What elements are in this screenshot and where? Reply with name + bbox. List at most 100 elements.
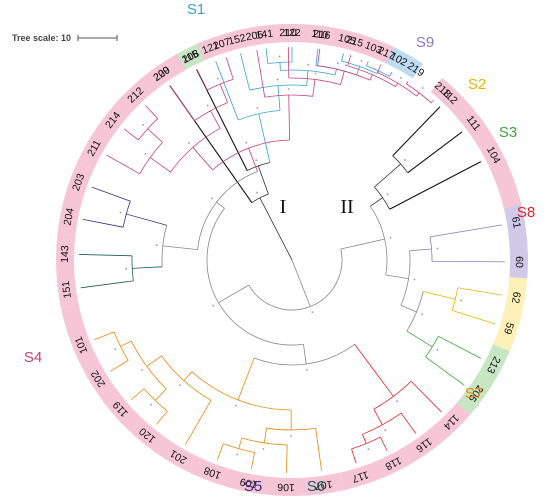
branch-38-1 [147, 128, 163, 143]
branch-arc-24 [191, 371, 292, 411]
branch-33-1 [126, 213, 167, 226]
bootstrap-mark-43 [314, 72, 317, 75]
branch-arc-37 [170, 127, 221, 173]
bootstrap-mark-24 [234, 404, 237, 407]
branch-17-1 [452, 310, 496, 325]
bootstrap-mark-29 [141, 369, 143, 371]
bootstrap-mark-3 [256, 106, 259, 109]
tree-scale-label: Tree scale: 10 [12, 33, 71, 43]
branch-23-0 [379, 437, 388, 451]
bootstrap-mark-20 [306, 369, 308, 371]
branch-24-1 [183, 371, 193, 381]
branch-39-0 [123, 128, 139, 141]
branch-46-0 [377, 66, 381, 73]
bootstrap-mark-14 [413, 278, 416, 281]
leaf-label-106: 106 [277, 481, 295, 493]
band-s4 [77, 23, 394, 170]
leaf-label-151: 151 [60, 280, 74, 299]
bootstrap-mark-5 [307, 63, 310, 66]
branch-arc-5 [280, 69, 336, 76]
branch-26-0 [286, 444, 288, 473]
branch-0-0 [259, 197, 293, 261]
clade-label-s7: S7 [465, 385, 483, 402]
bootstrap-values [114, 55, 463, 456]
branch-42-0 [256, 49, 266, 98]
leaf-label-103: 103 [363, 39, 384, 57]
branch-arc-26 [241, 437, 288, 446]
branch-35-0 [82, 218, 124, 228]
bootstrap-mark-35 [119, 211, 122, 214]
branch-19-1 [216, 201, 225, 209]
clade-label-s9: S9 [416, 34, 434, 51]
branch-10-1 [218, 284, 249, 304]
band-s9 [503, 204, 528, 279]
branch-16-1 [406, 330, 433, 348]
branch-22-1 [362, 434, 367, 444]
leaf-label-60: 60 [513, 256, 525, 268]
clade-label-s1: S1 [187, 1, 205, 18]
bootstrap-mark-44 [344, 64, 347, 67]
branch-30-1 [130, 388, 145, 401]
branch-36-0 [192, 147, 213, 171]
leaf-label-117: 117 [350, 468, 370, 485]
branch-9-0 [366, 61, 369, 66]
branch-arc-3 [238, 110, 281, 121]
branch-44-0 [317, 48, 321, 66]
branch-43-0 [287, 47, 290, 79]
leaf-label-143: 143 [59, 245, 71, 263]
branch-27-0 [250, 452, 255, 470]
branch-4-0 [240, 53, 251, 91]
band-extra-0 [176, 43, 205, 70]
band-s2 [493, 277, 528, 352]
branch-28-0 [185, 400, 212, 445]
branch-27-1 [217, 443, 224, 460]
branch-16-0 [423, 291, 456, 300]
bootstrap-mark-27 [236, 453, 239, 456]
branch-34-0 [80, 280, 134, 289]
branch-arc-11 [369, 205, 388, 276]
branch-13-1 [407, 131, 463, 174]
branch-25-1 [263, 428, 267, 443]
clade-label-s5: S5 [244, 478, 262, 495]
branch-7-1 [356, 66, 360, 76]
branch-arc-6 [267, 61, 293, 64]
branch-35-1 [91, 186, 131, 202]
branch-9-1 [389, 71, 393, 77]
bootstrap-mark-2 [255, 159, 258, 162]
branch-10-0 [340, 238, 385, 250]
leaf-label-216: 216 [312, 28, 331, 42]
branch-44-1 [369, 74, 373, 81]
leaf-label-210: 210 [279, 27, 297, 39]
bootstrap-mark-19 [212, 304, 215, 307]
branch-arc-38 [139, 142, 163, 175]
branch-45-1 [395, 82, 399, 87]
bootstrap-mark-16 [421, 313, 424, 316]
bootstrap-mark-37 [187, 142, 190, 144]
branch-15-1 [431, 260, 505, 263]
branch-23-1 [351, 448, 357, 464]
bootstrap-mark-1 [256, 191, 258, 194]
branch-20-1 [237, 357, 255, 401]
branch-arc-2 [247, 162, 270, 171]
branch-22-0 [400, 412, 417, 434]
band-s5 [57, 162, 94, 236]
major-group-label-2: II [340, 196, 353, 218]
tree-scale-legend: Tree scale: 10 [12, 33, 118, 43]
branch-0-1 [291, 259, 311, 307]
branch-45-0 [347, 55, 352, 66]
branch-41-0 [196, 69, 208, 91]
bootstrap-mark-25 [290, 435, 292, 437]
bootstrap-mark-17 [460, 299, 463, 302]
branch-arc-45 [347, 65, 396, 87]
bootstrap-mark-38 [144, 153, 147, 155]
branch-39-1 [145, 105, 159, 119]
branch-30-0 [156, 410, 168, 425]
clade-bands [55, 23, 528, 497]
branch-arc-10 [248, 248, 343, 311]
bootstrap-mark-36 [245, 141, 248, 144]
leaf-label-141: 141 [255, 28, 274, 42]
bootstrap-mark-6 [278, 55, 281, 58]
branch-40-1 [219, 83, 229, 103]
tree-branches [79, 47, 505, 473]
branch-arc-36 [212, 139, 290, 171]
